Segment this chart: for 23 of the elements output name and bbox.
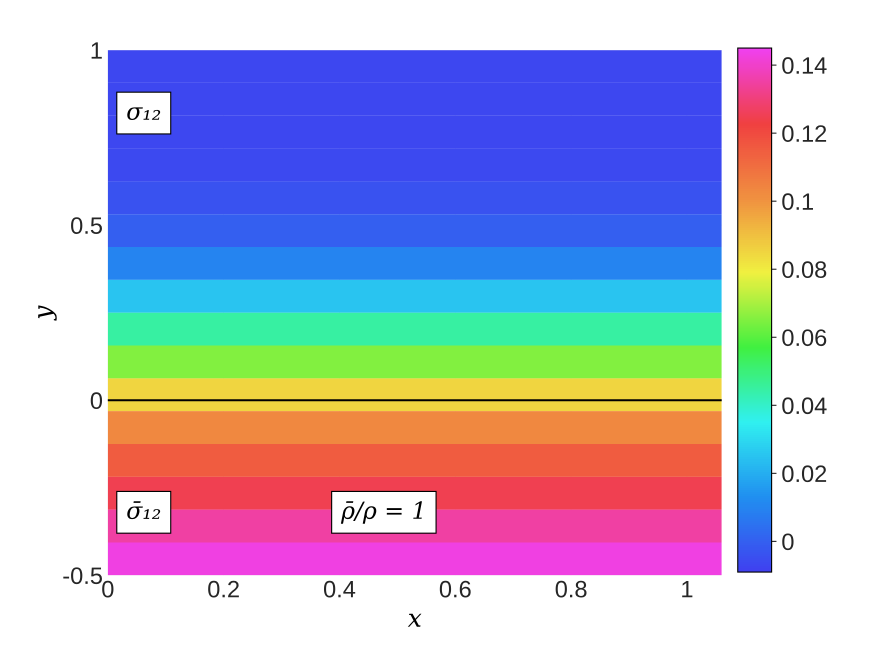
y-tick-label: 0.5 xyxy=(71,217,102,234)
color-bar-label: 0.14 xyxy=(782,57,827,74)
x-tick-label: 0.4 xyxy=(324,580,356,598)
annotation: ρ̄/ρ = 1 xyxy=(340,501,422,524)
color-bar-label: 0.12 xyxy=(782,125,826,142)
x-tick-label: 0.6 xyxy=(440,580,471,598)
annotation: σ̄₁₂ xyxy=(127,501,160,520)
annotation: σ₁₂ xyxy=(127,107,160,120)
color-bar-label: 0.06 xyxy=(782,329,826,346)
x-tick-label: 0 xyxy=(102,580,114,598)
y-axis-title: y xyxy=(38,305,57,321)
y-tick-label: -0.5 xyxy=(63,567,102,584)
x-axis-title: x xyxy=(408,614,422,627)
color-bar-label: 0.04 xyxy=(782,397,827,414)
color-bar-label: 0 xyxy=(782,533,794,550)
x-tick-label: 0.2 xyxy=(208,580,239,598)
y-tick-label: 0 xyxy=(90,392,102,410)
color-bar-label: 0.1 xyxy=(782,193,813,210)
x-tick-label: 0.8 xyxy=(556,580,587,598)
color-bar-label: 0.08 xyxy=(782,261,826,278)
y-tick-label: 1 xyxy=(92,42,102,59)
color-bar-label: 0.02 xyxy=(782,465,826,482)
x-tick-label: 1 xyxy=(682,581,692,598)
